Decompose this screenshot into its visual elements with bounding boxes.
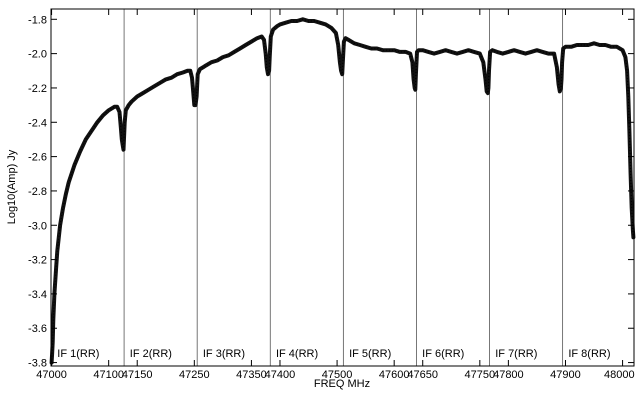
if-label: IF 4(RR) — [276, 348, 318, 360]
x-tick-label: 47100 — [93, 369, 124, 381]
x-tick-label: 47900 — [550, 369, 581, 381]
if-label: IF 1(RR) — [57, 348, 99, 360]
x-tick-label: 47650 — [407, 369, 438, 381]
y-axis-title: Log10(Amp) Jy — [6, 149, 18, 224]
x-tick-label: 47600 — [379, 369, 410, 381]
if-labels: IF 1(RR) IF 2(RR) IF 3(RR) IF 4(RR) IF 5(RR)… — [57, 348, 610, 360]
y-tick-label: -3.0 — [28, 220, 47, 232]
data-series — [49, 17, 636, 365]
x-tick-label: 47800 — [493, 369, 524, 381]
y-tick-label: -2.2 — [28, 83, 47, 95]
y-tick-label: -2.6 — [28, 152, 47, 164]
x-tick-label: 47400 — [265, 369, 296, 381]
plot-frame — [50, 8, 635, 367]
if-label: IF 8(RR) — [568, 348, 610, 360]
x-tick-label: 47250 — [179, 369, 210, 381]
if-label: IF 3(RR) — [203, 348, 245, 360]
x-tick-label: 47500 — [322, 369, 353, 381]
y-tick-label: -3.4 — [28, 289, 47, 301]
y-tick-label: -2.8 — [28, 186, 47, 198]
y-tick-label: -2.4 — [28, 117, 47, 129]
x-axis-title: FREQ MHz — [314, 378, 370, 390]
y-tick-label: -2.0 — [28, 49, 47, 61]
x-tick-label: 47750 — [465, 369, 496, 381]
if-label: IF 2(RR) — [130, 348, 172, 360]
y-axis-ticks: -1.8 -2.0 -2.2 -2.4 -2.6 -2.8 -3.0 -3.2 -3.4 -3.6… — [28, 14, 634, 370]
if-label: IF 5(RR) — [349, 348, 391, 360]
y-tick-label: -3.8 — [28, 358, 47, 370]
x-tick-label: 47000 — [36, 369, 67, 381]
y-tick-label: -3.6 — [28, 323, 47, 335]
x-tick-label: 47150 — [122, 369, 153, 381]
y-tick-label: -3.2 — [28, 255, 47, 267]
x-tick-label: 48000 — [604, 369, 635, 381]
series-line — [49, 17, 636, 365]
if-label: IF 7(RR) — [495, 348, 537, 360]
if-label: IF 6(RR) — [422, 348, 464, 360]
x-tick-label: 47350 — [236, 369, 267, 381]
y-tick-label: -1.8 — [28, 14, 47, 26]
